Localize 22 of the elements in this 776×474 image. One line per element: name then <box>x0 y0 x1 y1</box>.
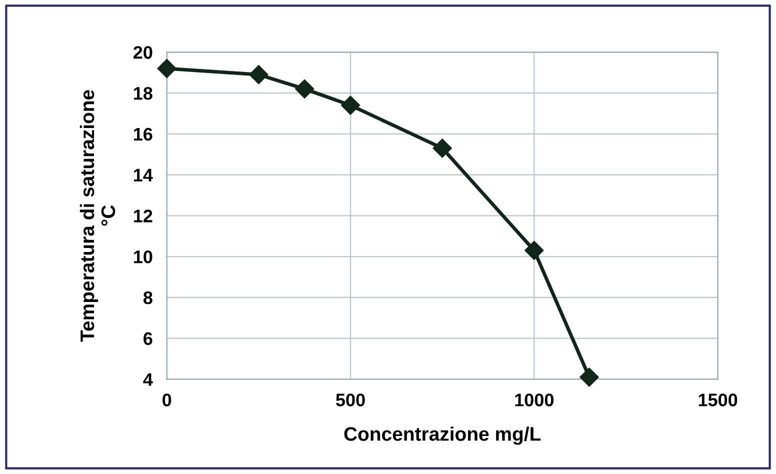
y-tick-label: 8 <box>143 291 152 304</box>
y-tick-label: 12 <box>134 210 152 222</box>
y-tick-label: 18 <box>134 86 152 100</box>
point <box>524 240 544 260</box>
point <box>340 96 360 115</box>
y-tick-label: 20 <box>133 46 152 59</box>
y-tick-label: 10 <box>134 250 152 264</box>
y-tick-label: 16 <box>134 128 152 141</box>
y-axis-title: Temperatura di saturazione °C <box>80 90 116 342</box>
point <box>580 368 599 387</box>
x-axis-title: Concentrazione mg/L <box>344 426 541 445</box>
point <box>157 58 176 78</box>
y-tick-label: 6 <box>144 332 152 346</box>
x-tick-label: 500 <box>336 394 365 406</box>
x-tick-label: 1000 <box>515 394 554 406</box>
x-tick-label: 1500 <box>698 394 738 406</box>
x-tick-label: 0 <box>162 394 172 406</box>
point <box>295 79 314 98</box>
point <box>249 65 268 84</box>
y-tick-label: 4 <box>143 373 153 386</box>
y-tick-label: 14 <box>134 168 153 182</box>
point <box>432 138 452 158</box>
